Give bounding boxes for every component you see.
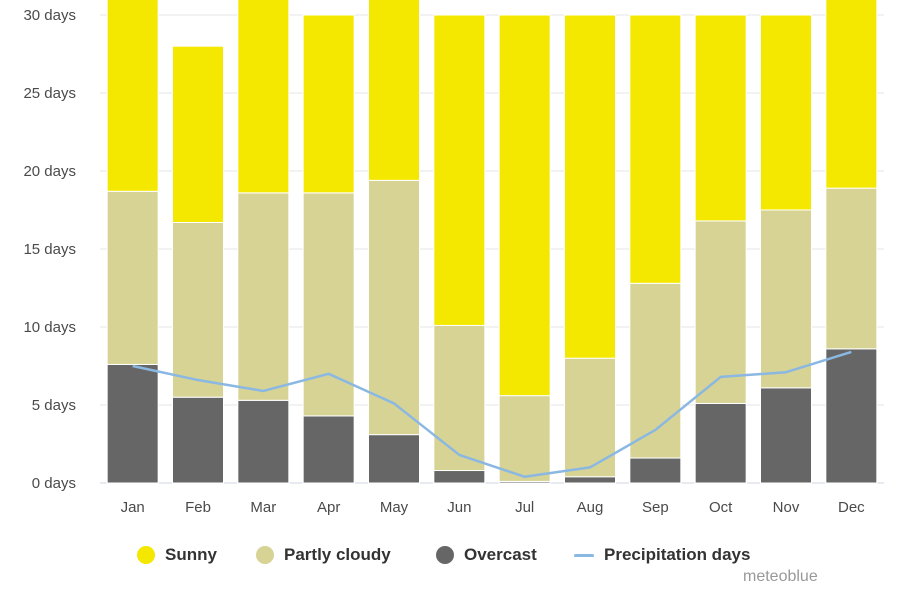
- bar-overcast[interactable]: [433, 470, 486, 484]
- x-tick-label: May: [380, 499, 409, 516]
- bar-overcast[interactable]: [694, 402, 747, 484]
- bar-partly-cloudy[interactable]: [825, 187, 878, 350]
- x-tick-label: Feb: [185, 499, 211, 516]
- legend-item-sunny[interactable]: Sunny: [137, 542, 217, 568]
- legend-item-partly-cloudy[interactable]: Partly cloudy: [256, 542, 391, 568]
- x-tick-label: Aug: [577, 499, 604, 516]
- bar-sunny[interactable]: [760, 14, 812, 211]
- precipitation-line-icon: [574, 553, 594, 557]
- bar-partly-cloudy[interactable]: [172, 221, 224, 398]
- legend-item-overcast[interactable]: Overcast: [436, 542, 537, 568]
- bar-overcast[interactable]: [760, 387, 812, 484]
- credit-label: meteoblue: [743, 568, 818, 585]
- bar-sunny[interactable]: [172, 45, 224, 223]
- bar-sunny[interactable]: [237, 0, 290, 194]
- bar-sunny[interactable]: [302, 14, 355, 194]
- bar-sunny[interactable]: [825, 0, 878, 189]
- bar-overcast[interactable]: [629, 457, 682, 484]
- x-tick-label: Mar: [250, 499, 276, 516]
- bar-partly-cloudy[interactable]: [433, 324, 486, 472]
- bar-partly-cloudy[interactable]: [564, 357, 616, 478]
- y-tick-label: 20 days: [23, 163, 76, 180]
- sunny-swatch-icon: [137, 546, 155, 564]
- bar-overcast[interactable]: [302, 415, 355, 484]
- chart-area: 0 days 5 days 10 days 15 days 20 days 25 days…: [23, 0, 884, 516]
- legend: Sunny Partly cloudy Overcast Precipitati…: [0, 542, 900, 568]
- x-axis-ticks: Jan Feb Mar Apr May Jun Jul Aug Sep Oct Nov Dec: [121, 499, 866, 516]
- precipitation-series-line[interactable]: [132, 350, 852, 479]
- y-tick-label: 0 days: [32, 475, 76, 492]
- bar-overcast[interactable]: [172, 396, 224, 484]
- x-tick-label: Sep: [642, 499, 669, 516]
- bar-partly-cloudy[interactable]: [760, 209, 812, 389]
- bar-overcast[interactable]: [564, 476, 616, 484]
- y-tick-label: 10 days: [23, 319, 76, 336]
- legend-label-sunny: Sunny: [165, 545, 217, 564]
- bar-sunny[interactable]: [368, 0, 420, 181]
- y-tick-label: 30 days: [23, 7, 76, 24]
- legend-label-precipitation: Precipitation days: [604, 545, 751, 564]
- bar-partly-cloudy[interactable]: [498, 395, 551, 482]
- x-tick-label: Apr: [317, 499, 340, 516]
- bar-sunny[interactable]: [106, 0, 159, 192]
- bar-sunny[interactable]: [564, 14, 616, 359]
- y-tick-label: 25 days: [23, 85, 76, 102]
- y-tick-label: 5 days: [32, 397, 76, 414]
- bar-sunny[interactable]: [498, 14, 551, 397]
- bar-partly-cloudy[interactable]: [106, 190, 159, 365]
- bar-partly-cloudy[interactable]: [629, 282, 682, 459]
- gridlines: [100, 14, 884, 484]
- legend-label-overcast: Overcast: [464, 545, 537, 564]
- x-tick-label: Jan: [121, 499, 145, 516]
- x-tick-label: Jun: [447, 499, 471, 516]
- bars: [106, 0, 878, 484]
- y-axis-ticks: 0 days 5 days 10 days 15 days 20 days 25 days…: [23, 7, 76, 492]
- bar-overcast[interactable]: [368, 434, 420, 484]
- bar-overcast[interactable]: [825, 348, 878, 484]
- x-tick-label: Nov: [773, 499, 800, 516]
- y-tick-label: 15 days: [23, 241, 76, 258]
- precipitation-line: [132, 350, 852, 479]
- bar-partly-cloudy[interactable]: [694, 220, 747, 404]
- x-tick-label: Jul: [515, 499, 534, 516]
- bar-sunny[interactable]: [433, 14, 486, 326]
- legend-label-partly-cloudy: Partly cloudy: [284, 545, 391, 564]
- legend-item-precipitation[interactable]: Precipitation days: [574, 542, 750, 568]
- x-tick-label: Dec: [838, 499, 865, 516]
- bar-sunny[interactable]: [629, 14, 682, 284]
- overcast-swatch-icon: [436, 546, 454, 564]
- bar-partly-cloudy[interactable]: [237, 192, 290, 401]
- bar-partly-cloudy[interactable]: [368, 179, 420, 436]
- x-tick-label: Oct: [709, 499, 733, 516]
- bar-overcast[interactable]: [106, 363, 159, 484]
- bar-sunny[interactable]: [694, 14, 747, 222]
- bar-overcast[interactable]: [237, 399, 290, 484]
- partly-cloudy-swatch-icon: [256, 546, 274, 564]
